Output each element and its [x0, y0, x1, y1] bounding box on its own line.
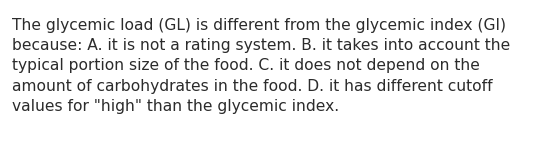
Text: The glycemic load (GL) is different from the glycemic index (GI)
because: A. it : The glycemic load (GL) is different from…	[12, 18, 511, 114]
